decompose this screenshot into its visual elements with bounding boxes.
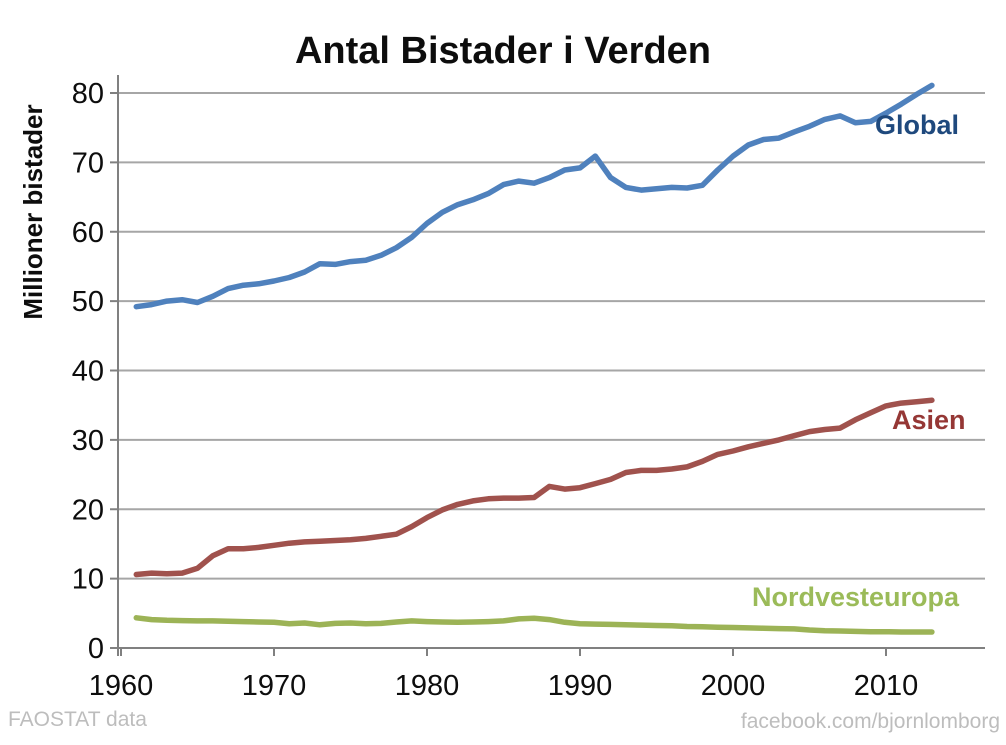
y-tick-label: 40 (72, 356, 104, 388)
y-tick-label: 50 (72, 286, 104, 318)
series-line-asien (133, 397, 935, 578)
y-tick-label: 70 (72, 147, 104, 179)
source-note: FAOSTAT data (8, 708, 147, 731)
y-tick-label: 0 (88, 633, 104, 665)
x-tick-label: 2000 (701, 670, 766, 702)
x-tick-label: 1990 (548, 670, 613, 702)
y-tick-label: 60 (72, 217, 104, 249)
x-tick-label: 1980 (395, 670, 460, 702)
chart-title: Antal Bistader i Verden (294, 30, 711, 72)
series-label-nordvesteuropa: Nordvesteuropa (752, 582, 960, 612)
series-line-global (133, 82, 935, 310)
x-tick-label: 1970 (242, 670, 307, 702)
x-tick-label: 2010 (854, 670, 919, 702)
y-tick-label: 20 (72, 494, 104, 526)
facebook-note: facebook.com/bjornlomborg (740, 710, 1000, 733)
y-tick-label: 10 (72, 564, 104, 596)
series-line-nordvesteuropa (133, 615, 935, 635)
x-tick-label: 1960 (89, 670, 154, 702)
y-tick-label: 80 (72, 78, 104, 110)
y-tick-label: 30 (72, 425, 104, 457)
series-label-asien: Asien (892, 405, 966, 435)
series-label-global: Global (875, 110, 960, 140)
